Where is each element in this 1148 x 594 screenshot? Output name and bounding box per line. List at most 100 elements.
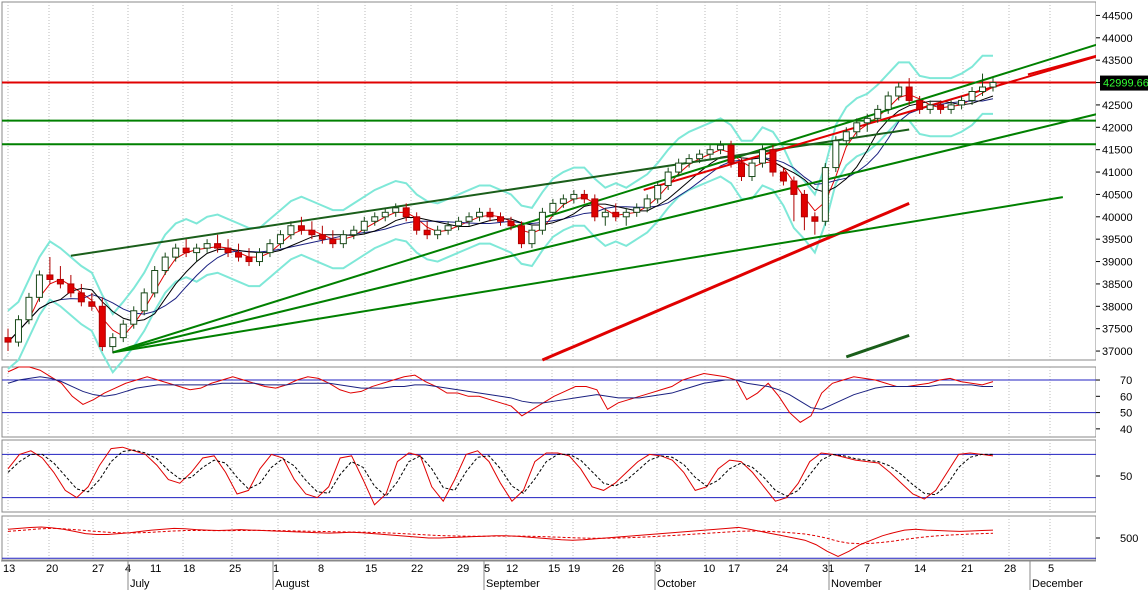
x-month-label: July: [130, 578, 150, 590]
candle: [67, 274, 75, 298]
candle: [203, 239, 211, 253]
x-month-label: August: [275, 578, 309, 590]
candle: [172, 243, 180, 262]
candle: [790, 176, 798, 222]
y-tick-label: 42500: [1102, 100, 1133, 112]
candle: [235, 243, 243, 262]
candle: [549, 198, 557, 217]
y-tick-label: 37500: [1102, 324, 1133, 336]
x-day-label: 11: [150, 563, 161, 575]
candle: [916, 95, 924, 114]
trend-line: [643, 44, 1133, 191]
candle: [947, 100, 955, 114]
x-day-label: 14: [914, 563, 926, 575]
y-axis-labels: 3700037500380003850039000395004000040500…: [1096, 0, 1148, 562]
candle: [287, 221, 295, 240]
candle: [46, 257, 54, 284]
oscillator-series-0-1: [7, 376, 993, 410]
candle: [905, 78, 913, 105]
candle: [507, 216, 515, 231]
candle: [717, 140, 725, 155]
y-axis-background: [1096, 0, 1148, 562]
trend-line: [112, 196, 1064, 354]
y-tick-label: 40000: [1102, 212, 1133, 224]
candle: [25, 292, 33, 325]
x-day-label: 24: [776, 563, 788, 575]
x-day-label: 1: [273, 563, 279, 575]
x-day-label: 28: [1004, 563, 1016, 575]
x-day-label: 18: [183, 563, 195, 575]
candle: [119, 319, 127, 343]
x-day-label: 3: [655, 563, 661, 575]
candle: [779, 167, 787, 186]
candle: [842, 127, 850, 146]
candle: [140, 288, 148, 316]
candlesticks: [4, 73, 997, 354]
y-tick-label: 44000: [1102, 33, 1133, 45]
candle: [811, 212, 819, 235]
oscillator-series-1-1: [7, 449, 993, 497]
x-day-label: 20: [46, 563, 58, 575]
candle: [371, 212, 379, 226]
candle: [14, 315, 22, 347]
candle: [339, 230, 347, 249]
candle: [161, 252, 169, 275]
candle: [224, 239, 232, 258]
candle: [476, 207, 484, 222]
x-day-label: 27: [92, 563, 104, 575]
bollinger-band: [7, 54, 993, 316]
candle: [151, 266, 159, 298]
candle: [580, 189, 588, 204]
y-tick-label: 40: [1120, 424, 1132, 436]
x-axis-labels: 1320274111825181522295121519263101724317…: [3, 561, 1083, 590]
candle: [98, 297, 106, 352]
candle: [601, 207, 609, 226]
oscillator-series-1-0: [7, 446, 994, 506]
last-price-badge: 42999.66: [1100, 75, 1148, 91]
x-day-label: 15: [365, 563, 377, 575]
x-month-label: October: [657, 578, 696, 590]
oscillator-series-0-0: [7, 366, 994, 423]
candle: [255, 248, 263, 267]
y-tick-label: 70: [1120, 375, 1132, 387]
x-month-label: December: [1032, 578, 1083, 590]
candle: [402, 203, 410, 222]
x-day-label: 31: [822, 563, 834, 575]
oscillator-panels: [2, 366, 1096, 559]
candle: [769, 145, 777, 177]
candle: [654, 181, 662, 204]
candle: [727, 140, 735, 168]
candle: [381, 207, 389, 222]
long-moving-average-0: [541, 201, 910, 362]
candle: [696, 149, 704, 164]
x-day-label: 29: [457, 563, 469, 575]
panel-frame-0: [1, 1, 1097, 361]
candle: [738, 158, 746, 181]
x-day-label: 25: [229, 563, 241, 575]
y-tick-label: 41500: [1102, 145, 1133, 157]
y-tick-label: 43500: [1102, 55, 1133, 67]
candle: [675, 158, 683, 177]
y-tick-label: 41000: [1102, 167, 1133, 179]
candle: [297, 216, 305, 235]
candle: [989, 78, 997, 92]
x-day-label: 5: [484, 563, 490, 575]
oscillator-series-2-1: [7, 527, 994, 545]
y-tick-label: 50: [1120, 408, 1132, 420]
candle: [392, 203, 400, 217]
candle: [622, 207, 630, 226]
candle: [895, 82, 903, 101]
x-day-label: 21: [961, 563, 973, 575]
x-day-label: 12: [506, 563, 518, 575]
candle: [497, 212, 504, 226]
y-tick-label: 42000: [1102, 122, 1133, 134]
candle: [591, 194, 599, 222]
x-day-label: 17: [728, 563, 740, 575]
candle: [329, 230, 337, 249]
candle: [182, 239, 190, 258]
oscillator-series-2-0: [7, 526, 994, 558]
candle: [434, 225, 442, 240]
x-month-label: September: [486, 578, 540, 590]
x-month-label: November: [831, 578, 882, 590]
